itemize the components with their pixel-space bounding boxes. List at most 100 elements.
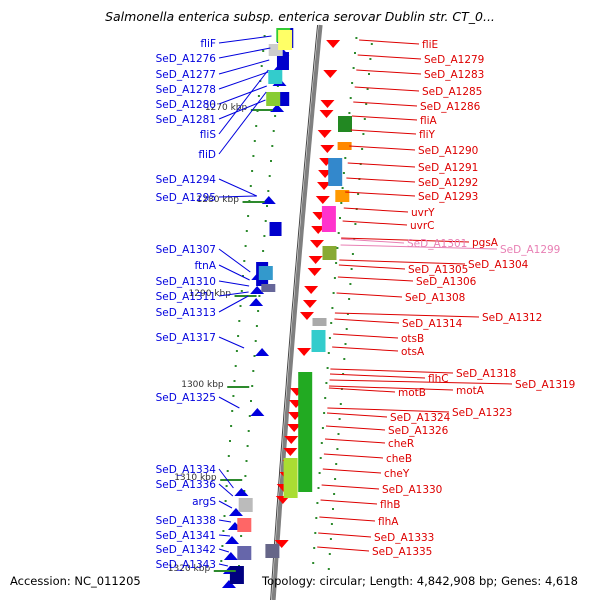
gene-label-sed-a1280[interactable]: SeD_A1280 [156,99,216,111]
gene-label-sed-a1313[interactable]: SeD_A1313 [156,307,216,319]
gene-block[interactable] [258,266,273,280]
gene-block[interactable] [265,544,280,558]
forward-gene-arrow[interactable] [249,298,264,306]
gene-label-uvry[interactable]: uvrY [411,207,435,219]
gene-label-sed-a1307[interactable]: SeD_A1307 [156,244,216,256]
gene-label-motb[interactable]: motB [398,387,426,399]
reverse-gene-arrow[interactable] [274,540,289,548]
gene-label-sed-a1330[interactable]: SeD_A1330 [382,484,442,496]
gene-label-sed-a1281[interactable]: SeD_A1281 [156,114,216,126]
gene-label-sed-a1285[interactable]: SeD_A1285 [422,86,482,98]
gene-label-fliy[interactable]: fliY [419,129,436,141]
gene-block[interactable] [266,92,281,106]
gene-label-otsa[interactable]: otsA [401,346,425,358]
gene-label-sed-a1304[interactable]: SeD_A1304 [468,259,529,271]
gene-label-sed-a1343[interactable]: SeD_A1343 [156,559,216,571]
gene-label-sed-a1278[interactable]: SeD_A1278 [156,84,216,96]
gene-label-sed-a1311[interactable]: SeD_A1311 [156,291,216,303]
gene-label-args[interactable]: argS [192,496,216,508]
gene-block[interactable] [328,158,343,186]
gene-label-sed-a1299[interactable]: SeD_A1299 [500,244,560,256]
gene-block[interactable] [322,246,337,260]
gene-block[interactable] [261,284,276,292]
gene-block[interactable] [321,206,336,232]
gene-label-sed-a1277[interactable]: SeD_A1277 [156,69,216,81]
forward-gene-arrow[interactable] [250,408,265,416]
gene-label-sed-a1292[interactable]: SeD_A1292 [418,177,478,189]
gene-label-sed-a1335[interactable]: SeD_A1335 [372,546,432,558]
gene-label-sed-a1342[interactable]: SeD_A1342 [156,544,216,556]
gene-label-flid[interactable]: fliD [198,149,216,161]
gene-label-flia[interactable]: fliA [420,115,438,127]
reverse-gene-arrow[interactable] [320,145,335,153]
gene-label-sed-a1310[interactable]: SeD_A1310 [156,276,216,288]
gene-block[interactable] [268,70,283,84]
gene-label-pgsa[interactable]: pgsA [472,237,499,249]
reverse-gene-arrow[interactable] [317,182,332,190]
reverse-gene-arrow[interactable] [323,70,338,78]
gene-label-sed-a1279[interactable]: SeD_A1279 [424,54,484,66]
gene-label-sed-a1312[interactable]: SeD_A1312 [482,312,542,324]
forward-gene-arrow[interactable] [224,536,239,544]
gene-label-flhb[interactable]: flhB [380,499,400,511]
gene-label-cheb[interactable]: cheB [386,453,412,465]
gene-block[interactable] [311,330,326,352]
gene-label-mota[interactable]: motA [456,385,485,397]
reverse-gene-arrow[interactable] [283,448,298,456]
gene-label-sed-a1291[interactable]: SeD_A1291 [418,162,478,174]
gene-block[interactable] [278,30,293,50]
reverse-gene-arrow[interactable] [311,226,326,234]
gene-block[interactable] [335,190,350,202]
forward-gene-arrow[interactable] [221,580,236,588]
reverse-gene-arrow[interactable] [308,256,323,264]
reverse-gene-arrow[interactable] [320,100,335,108]
forward-gene-arrow[interactable] [234,488,249,496]
gene-block[interactable] [283,458,298,498]
gene-label-sed-a1338[interactable]: SeD_A1338 [156,515,216,527]
forward-gene-block[interactable] [276,52,289,70]
gene-block[interactable] [237,546,252,560]
reverse-gene-arrow[interactable] [299,312,314,320]
gene-label-otsb[interactable]: otsB [401,333,424,345]
reverse-gene-arrow[interactable] [315,196,330,204]
gene-label-sed-a1294[interactable]: SeD_A1294 [156,174,217,186]
gene-label-sed-a1283[interactable]: SeD_A1283 [424,69,484,81]
forward-gene-arrow[interactable] [270,104,285,112]
gene-label-cher[interactable]: cheR [388,438,414,450]
gene-label-sed-a1314[interactable]: SeD_A1314 [402,318,463,330]
gene-label-sed-a1319[interactable]: SeD_A1319 [515,379,575,391]
reverse-gene-arrow[interactable] [287,424,302,432]
reverse-gene-arrow[interactable] [317,130,332,138]
gene-label-sed-a1286[interactable]: SeD_A1286 [420,101,481,113]
gene-label-sed-a1323[interactable]: SeD_A1323 [452,407,512,419]
gene-label-sed-a1334[interactable]: SeD_A1334 [156,464,217,476]
forward-gene-block[interactable] [277,92,290,106]
gene-block[interactable] [237,518,252,532]
gene-label-sed-a1333[interactable]: SeD_A1333 [374,532,434,544]
gene-label-sed-a1318[interactable]: SeD_A1318 [456,368,516,380]
gene-label-flif[interactable]: fliF [200,38,216,50]
gene-label-sed-a1301[interactable]: SeD_A1301 [407,238,467,250]
gene-label-chey[interactable]: cheY [384,468,410,480]
forward-gene-arrow[interactable] [255,348,270,356]
reverse-gene-arrow[interactable] [309,240,324,248]
forward-gene-arrow[interactable] [250,286,265,294]
gene-label-sed-a1325[interactable]: SeD_A1325 [156,392,216,404]
gene-label-flhc[interactable]: flhC [428,373,449,385]
reverse-gene-arrow[interactable] [326,40,341,48]
gene-label-flis[interactable]: fliS [200,129,217,141]
gene-label-sed-a1336[interactable]: SeD_A1336 [156,479,217,491]
gene-label-flha[interactable]: flhA [378,516,399,528]
reverse-gene-arrow[interactable] [302,300,317,308]
gene-block[interactable] [337,142,352,150]
gene-label-sed-a1317[interactable]: SeD_A1317 [156,332,216,344]
gene-label-sed-a1305[interactable]: SeD_A1305 [408,264,468,276]
forward-gene-arrow[interactable] [223,552,238,560]
gene-block[interactable] [312,318,327,326]
reverse-gene-arrow[interactable] [307,268,322,276]
gene-label-sed-a1324[interactable]: SeD_A1324 [390,412,451,424]
reverse-gene-arrow[interactable] [319,110,334,118]
forward-gene-block[interactable] [269,222,282,236]
reverse-gene-arrow[interactable] [284,436,299,444]
gene-label-sed-a1295[interactable]: SeD_A1295 [156,192,216,204]
